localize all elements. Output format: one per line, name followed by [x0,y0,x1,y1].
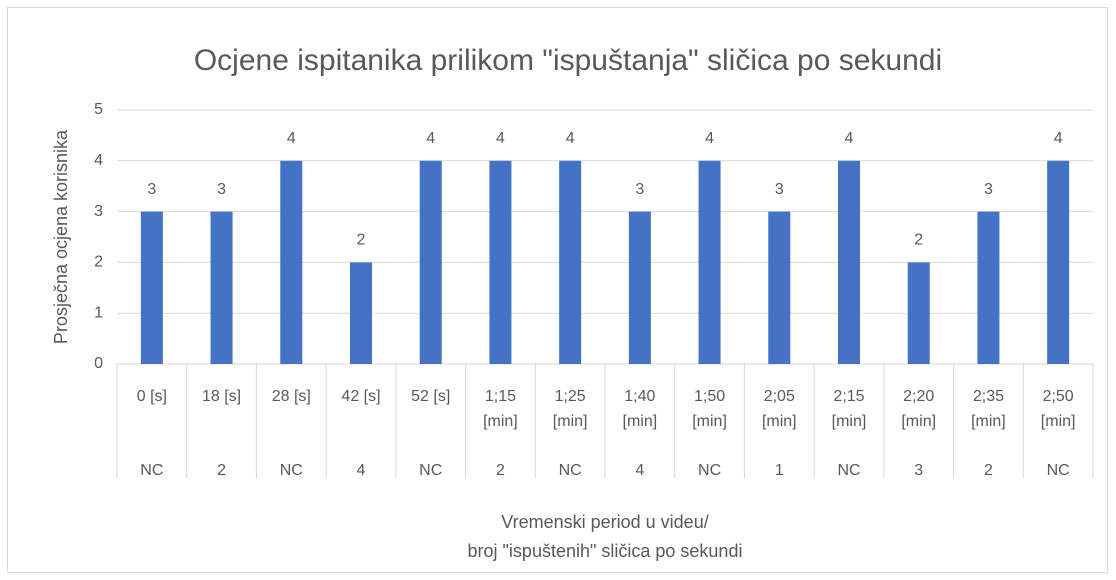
chart-border [7,7,1108,573]
x-tick-label: 1;40 [min] [622,388,658,430]
data-label: 3 [775,181,784,198]
x-group-label: NC [419,462,442,479]
x-group-label: 4 [635,462,644,479]
x-tick-label: 2;15 [min] [831,388,867,430]
bar [140,211,163,364]
x-tick-label: 42 [s] [341,388,381,405]
data-label: 4 [426,130,435,147]
data-label: 3 [635,181,644,198]
x-group-label: NC [1047,462,1070,479]
x-tick-label: 28 [s] [271,388,311,405]
data-label: 4 [705,130,714,147]
data-label: 4 [1054,130,1063,147]
x-tick-label: 0 [s] [136,388,167,405]
x-axis-title: Vremenski period u videu/ [501,512,708,532]
bar [768,211,791,364]
bar [350,262,372,364]
x-tick-label: 18 [s] [201,388,242,405]
data-label: 4 [287,130,296,147]
y-tick-label: 1 [94,304,103,321]
x-group-label: 2 [217,462,226,479]
y-tick-label: 5 [94,101,103,118]
x-group-label: NC [837,462,860,479]
x-group-label: 4 [357,462,366,479]
bar [489,160,512,364]
x-axis-title: broj "ispuštenih" sličica po sekundi [468,541,743,561]
bar [210,211,233,364]
bar [907,262,930,364]
x-group-label: NC [140,462,163,479]
y-tick-label: 0 [94,355,103,372]
x-group-label: 2 [496,462,505,479]
x-group-label: NC [559,462,582,479]
x-group-label: NC [698,462,721,479]
x-tick-label: 1;25 [min] [552,388,588,430]
x-group-label: NC [280,462,303,479]
bar [977,211,1000,364]
x-tick-label: 2;05 [min] [761,388,797,430]
data-label: 3 [984,181,993,198]
chart-title: Ocjene ispitanika prilikom "ispuštanja" … [194,44,942,77]
x-tick-label: 1;50 [min] [692,388,727,430]
bar [628,211,651,364]
x-tick-label: 1;15 [min] [483,388,518,430]
x-group-label: 2 [984,462,993,479]
bar [419,160,442,364]
x-tick-label: 2;20 [min] [901,388,937,430]
data-label: 2 [357,232,366,249]
x-tick-label: 2;50 [min] [1040,388,1076,430]
y-tick-label: 2 [94,254,103,271]
x-group-label: 1 [775,462,784,479]
data-label: 2 [914,232,923,249]
bar [559,160,582,364]
x-tick-label: 52 [s] [411,388,451,405]
bar [280,160,303,364]
x-tick-label: 2;35 [min] [971,388,1006,430]
data-label: 4 [566,130,575,147]
bar [838,160,860,364]
data-label: 4 [496,130,505,147]
y-tick-label: 3 [94,203,103,220]
bar [1047,160,1070,364]
data-label: 4 [845,130,854,147]
x-group-label: 3 [914,462,923,479]
data-label: 3 [217,181,226,198]
data-label: 3 [147,181,156,198]
y-tick-label: 4 [94,152,103,169]
y-axis-title: Prosječna ocjena korisnika [51,129,71,344]
bar [698,160,721,364]
